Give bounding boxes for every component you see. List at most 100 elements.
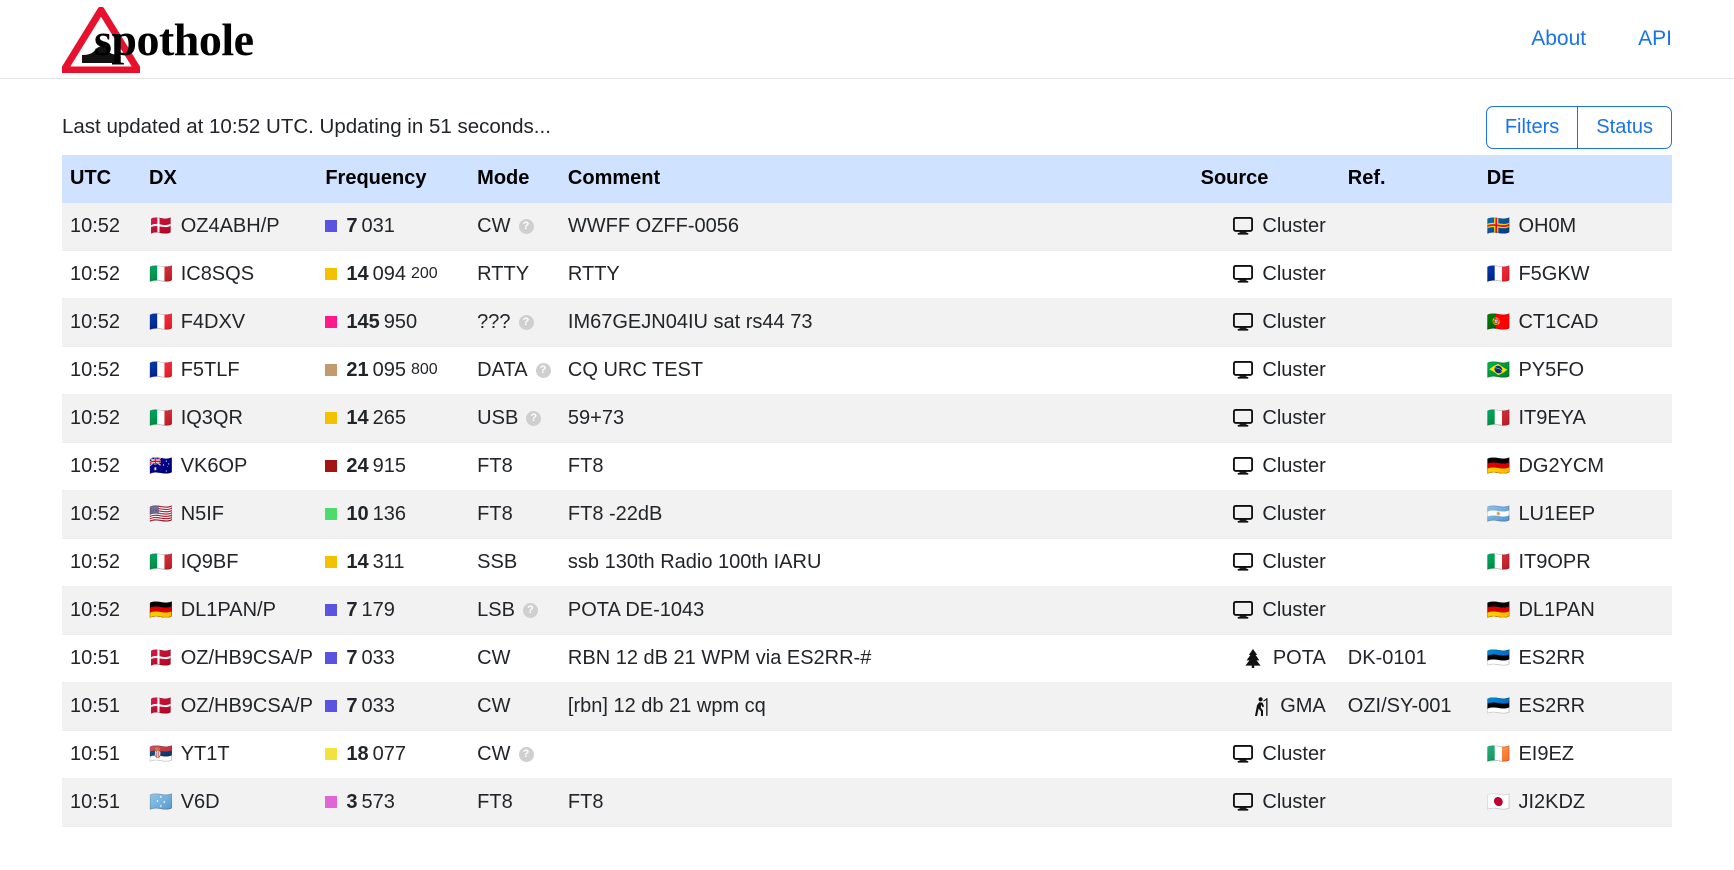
cell-de[interactable]: 🇪🇪 ES2RR	[1472, 634, 1672, 683]
cell-de[interactable]: 🇩🇪 DG2YCM	[1472, 442, 1672, 491]
cell-ref[interactable]	[1337, 298, 1473, 347]
cell-frequency[interactable]: 24 915	[325, 442, 470, 491]
column-header-comment[interactable]: Comment	[559, 155, 1191, 203]
cell-dx[interactable]: 🇩🇰 OZ4ABH/P	[135, 203, 326, 251]
cell-de[interactable]: 🇮🇹 IT9OPR	[1472, 538, 1672, 587]
table-row[interactable]: 10:51 🇩🇰 OZ/HB9CSA/P 7 033 CW RBN 12 dB 21 WPM…	[62, 634, 1672, 683]
table-row[interactable]: 10:52 🇫🇷 F4DXV 145 950???? IM67GEJN04IU sat r…	[62, 298, 1672, 347]
table-row[interactable]: 10:51 🇷🇸 YT1T 18 077 CW? Cluster 🇮🇪 EI9EZ	[62, 730, 1672, 779]
dx-country-flag-icon: 🇩🇪	[149, 600, 173, 621]
cell-frequency[interactable]: 10 136	[325, 490, 470, 539]
cell-de[interactable]: 🇦🇷 LU1EEP	[1472, 490, 1672, 539]
cell-dx[interactable]: 🇮🇹 IC8SQS	[135, 250, 326, 299]
cell-frequency[interactable]: 18 077	[325, 730, 470, 779]
cell-ref[interactable]	[1337, 778, 1473, 827]
table-row[interactable]: 10:52 🇮🇹 IQ9BF 14 311 SSB ssb 130th Radio 100t…	[62, 538, 1672, 587]
table-row[interactable]: 10:51 🇫🇲 V6D 3 573 FT8 FT8 Cluster 🇯🇵 JI2KDZ	[62, 778, 1672, 827]
table-row[interactable]: 10:52 🇩🇪 DL1PAN/P 7 179 LSB? POTA DE-1043 Clust…	[62, 586, 1672, 635]
cell-dx[interactable]: 🇫🇷 F5TLF	[135, 346, 326, 395]
cell-dx[interactable]: 🇩🇰 OZ/HB9CSA/P	[135, 682, 326, 731]
cell-ref[interactable]	[1337, 586, 1473, 635]
cell-de[interactable]: 🇫🇷 F5GKW	[1472, 250, 1672, 299]
mode-info-icon[interactable]: ?	[522, 602, 538, 618]
cell-mode: LSB?	[469, 586, 560, 635]
cell-de[interactable]: 🇧🇷 PY5FO	[1472, 346, 1672, 395]
brand-logo-link[interactable]: spothole	[62, 0, 286, 79]
mode-info-icon[interactable]: ?	[535, 362, 551, 378]
filters-button[interactable]: Filters	[1485, 105, 1579, 149]
mode-label: DATA	[477, 358, 528, 381]
cell-frequency[interactable]: 7 031	[325, 203, 470, 251]
column-header-source[interactable]: Source	[1190, 155, 1338, 203]
column-header-ref[interactable]: Ref.	[1337, 155, 1473, 203]
cell-dx[interactable]: 🇦🇺 VK6OP	[135, 442, 326, 491]
table-row[interactable]: 10:52 🇺🇸 N5IF 10 136 FT8 FT8 -22dB Cluster 🇦🇷 LU1…	[62, 490, 1672, 539]
table-row[interactable]: 10:52 🇫🇷 F5TLF 21 095 800 DATA? CQ URC TEST Clus…	[62, 346, 1672, 395]
cell-comment: CQ URC TEST	[559, 346, 1191, 395]
cell-ref[interactable]	[1337, 442, 1473, 491]
cell-de[interactable]: 🇦🇽 OH0M	[1472, 203, 1672, 251]
cell-ref[interactable]: DK-0101	[1337, 634, 1473, 683]
nav-about[interactable]: About	[1531, 27, 1587, 50]
mode-info-icon[interactable]: ?	[526, 410, 542, 426]
column-header-utc[interactable]: UTC	[62, 155, 136, 203]
cell-dx[interactable]: 🇫🇷 F4DXV	[135, 298, 326, 347]
table-row[interactable]: 10:52 🇮🇹 IQ3QR 14 265 USB? 59+73 Cluster 🇮🇹 IT9EY…	[62, 394, 1672, 443]
cell-frequency[interactable]: 21 095 800	[325, 346, 470, 395]
mode-info-icon[interactable]: ?	[518, 746, 534, 762]
mode-info-icon[interactable]: ?	[518, 314, 534, 330]
source-label: Cluster	[1262, 550, 1326, 573]
cell-ref[interactable]	[1337, 730, 1473, 779]
column-header-frequency[interactable]: Frequency	[325, 155, 470, 203]
cell-de[interactable]: 🇪🇪 ES2RR	[1472, 682, 1672, 731]
dx-callsign: IC8SQS	[180, 263, 255, 285]
cell-ref[interactable]	[1337, 203, 1473, 251]
column-header-dx[interactable]: DX	[135, 155, 326, 203]
cell-dx[interactable]: 🇺🇸 N5IF	[135, 490, 326, 539]
nav-api[interactable]: API	[1638, 27, 1672, 50]
table-row[interactable]: 10:52 🇦🇺 VK6OP 24 915 FT8 FT8 Cluster 🇩🇪 DG2YCM	[62, 442, 1672, 491]
cell-de[interactable]: 🇮🇪 EI9EZ	[1472, 730, 1672, 779]
mode-info-icon[interactable]: ?	[518, 218, 534, 234]
cell-dx[interactable]: 🇷🇸 YT1T	[135, 730, 326, 779]
cell-ref[interactable]	[1337, 346, 1473, 395]
cell-de[interactable]: 🇯🇵 JI2KDZ	[1472, 778, 1672, 827]
cell-frequency[interactable]: 3 573	[325, 778, 470, 827]
cell-dx[interactable]: 🇩🇰 OZ/HB9CSA/P	[135, 634, 326, 683]
de-callsign: IT9EYA	[1518, 407, 1586, 429]
cell-dx[interactable]: 🇩🇪 DL1PAN/P	[135, 586, 326, 635]
cell-frequency[interactable]: 7 179	[325, 586, 470, 635]
cell-source: Cluster	[1190, 394, 1338, 443]
cell-frequency[interactable]: 14 094 200	[325, 250, 470, 299]
band-color-swatch	[325, 748, 338, 760]
frequency-khz: 033	[361, 646, 395, 669]
cell-frequency[interactable]: 14 311	[325, 538, 470, 587]
cell-de[interactable]: 🇮🇹 IT9EYA	[1472, 394, 1672, 443]
table-row[interactable]: 10:51 🇩🇰 OZ/HB9CSA/P 7 033 CW [rbn] 12 db 21 w…	[62, 682, 1672, 731]
de-country-flag-icon: 🇮🇹	[1486, 408, 1511, 429]
cell-ref[interactable]	[1337, 250, 1473, 299]
de-callsign: DG2YCM	[1518, 455, 1605, 477]
cell-dx[interactable]: 🇫🇲 V6D	[135, 778, 326, 827]
cell-mode: ????	[469, 298, 560, 347]
cell-ref[interactable]	[1337, 394, 1473, 443]
cell-dx[interactable]: 🇮🇹 IQ9BF	[135, 538, 326, 587]
cell-ref[interactable]	[1337, 538, 1473, 587]
cell-frequency[interactable]: 145 950	[325, 298, 470, 347]
status-button[interactable]: Status	[1578, 105, 1672, 149]
table-row[interactable]: 10:52 🇩🇰 OZ4ABH/P 7 031 CW? WWFF OZFF-0056 Clus…	[62, 203, 1672, 251]
cell-frequency[interactable]: 7 033	[325, 682, 470, 731]
table-row[interactable]: 10:52 🇮🇹 IC8SQS 14 094 200 RTTY RTTY Cluster 🇫🇷 F5…	[62, 250, 1672, 299]
cell-ref[interactable]: OZI/SY-001	[1337, 682, 1473, 731]
cell-de[interactable]: 🇵🇹 CT1CAD	[1472, 298, 1672, 347]
cell-ref[interactable]	[1337, 490, 1473, 539]
cell-frequency[interactable]: 7 033	[325, 634, 470, 683]
cell-dx[interactable]: 🇮🇹 IQ3QR	[135, 394, 326, 443]
frequency-khz: 950	[383, 310, 418, 333]
frequency-khz: 915	[372, 454, 406, 477]
column-header-mode[interactable]: Mode	[469, 155, 560, 203]
dx-country-flag-icon: 🇮🇹	[149, 408, 173, 429]
cell-frequency[interactable]: 14 265	[325, 394, 470, 443]
cell-de[interactable]: 🇩🇪 DL1PAN	[1472, 586, 1672, 635]
column-header-de[interactable]: DE	[1472, 155, 1672, 203]
